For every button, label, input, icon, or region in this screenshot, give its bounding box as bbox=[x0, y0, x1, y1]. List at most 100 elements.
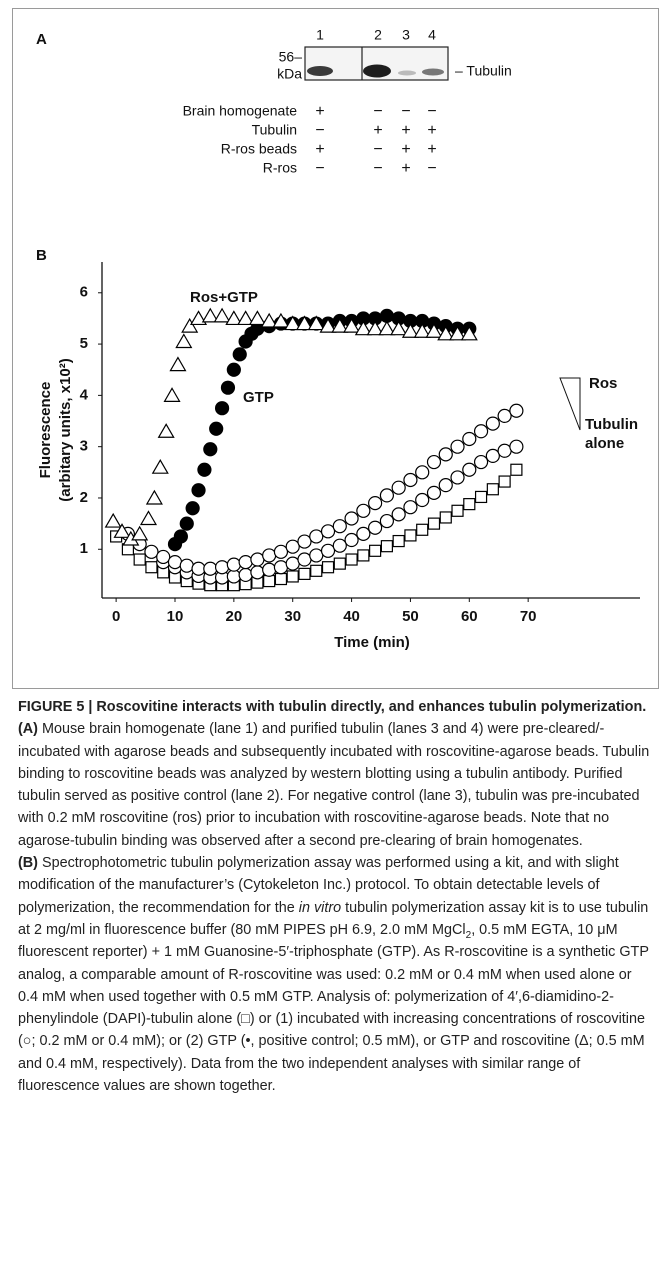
point bbox=[198, 463, 211, 476]
point bbox=[475, 425, 488, 438]
point bbox=[463, 463, 476, 476]
point bbox=[145, 545, 158, 558]
x-axis-title: Time (min) bbox=[334, 634, 410, 651]
point bbox=[486, 417, 499, 430]
point bbox=[204, 562, 217, 575]
page: {"panel_a": { "label": "A", "lanes": ["1… bbox=[0, 0, 671, 1271]
point bbox=[311, 565, 322, 576]
sign: + bbox=[401, 160, 410, 177]
point bbox=[333, 539, 346, 552]
caption: FIGURE 5 | Roscovitine interacts with tu… bbox=[18, 696, 652, 1097]
point bbox=[475, 456, 488, 469]
point bbox=[221, 381, 234, 394]
point bbox=[417, 524, 428, 535]
point bbox=[369, 521, 382, 534]
figure-border bbox=[13, 9, 659, 689]
x-tick-label: 10 bbox=[167, 608, 184, 625]
point bbox=[322, 525, 335, 538]
point bbox=[416, 494, 429, 507]
point bbox=[176, 335, 191, 348]
point bbox=[274, 561, 287, 574]
point bbox=[334, 558, 345, 569]
sign: − bbox=[373, 160, 382, 177]
point bbox=[440, 512, 451, 523]
x-tick-label: 70 bbox=[520, 608, 537, 625]
x-tick-label: 0 bbox=[112, 608, 120, 625]
point bbox=[165, 388, 180, 401]
point bbox=[510, 440, 523, 453]
point bbox=[463, 432, 476, 445]
point bbox=[264, 576, 275, 587]
point bbox=[499, 476, 510, 487]
point bbox=[251, 566, 264, 579]
point bbox=[106, 514, 121, 527]
point bbox=[510, 404, 523, 417]
y-axis-title: (arbitary units, x10²) bbox=[57, 358, 74, 501]
x-tick-label: 20 bbox=[226, 608, 243, 625]
point bbox=[333, 520, 346, 533]
y-tick-label: 4 bbox=[80, 386, 89, 403]
point bbox=[369, 497, 382, 510]
point bbox=[346, 554, 357, 565]
lane-number: 2 bbox=[374, 27, 382, 43]
caption-text: Mouse brain homogenate (lane 1) and puri… bbox=[18, 721, 649, 848]
point bbox=[227, 558, 240, 571]
point bbox=[274, 545, 287, 558]
point bbox=[298, 535, 311, 548]
point bbox=[286, 557, 299, 570]
annotation: Tubulin bbox=[585, 416, 638, 433]
sign: + bbox=[401, 122, 410, 139]
point bbox=[251, 553, 264, 566]
sign: − bbox=[373, 103, 382, 120]
point bbox=[427, 486, 440, 499]
band bbox=[398, 71, 416, 76]
sign: + bbox=[427, 141, 436, 158]
lane-number: 1 bbox=[316, 27, 324, 43]
y-tick-label: 5 bbox=[80, 335, 88, 352]
y-axis-title: Fluorescence bbox=[37, 382, 54, 479]
point bbox=[498, 444, 511, 457]
point bbox=[227, 570, 240, 583]
point bbox=[357, 504, 370, 517]
row-label: R-ros bbox=[263, 160, 297, 176]
point bbox=[216, 561, 229, 574]
point bbox=[192, 562, 205, 575]
sign: − bbox=[427, 160, 436, 177]
annotation: alone bbox=[585, 435, 624, 452]
y-tick-label: 1 bbox=[80, 540, 88, 557]
row-label: Brain homogenate bbox=[183, 103, 298, 119]
point bbox=[464, 499, 475, 510]
marker-label: kDa bbox=[277, 66, 302, 82]
caption-text: (B) bbox=[18, 855, 38, 871]
lane-number: 4 bbox=[428, 27, 436, 43]
y-tick-label: 6 bbox=[80, 284, 88, 301]
point bbox=[287, 571, 298, 582]
bracket bbox=[560, 378, 580, 430]
point bbox=[498, 409, 511, 422]
point bbox=[298, 553, 311, 566]
point bbox=[358, 550, 369, 561]
point bbox=[357, 527, 370, 540]
point bbox=[159, 424, 174, 437]
point bbox=[250, 311, 265, 324]
band-label: – Tubulin bbox=[455, 63, 512, 79]
point bbox=[439, 479, 452, 492]
point bbox=[210, 422, 223, 435]
point bbox=[192, 484, 205, 497]
point bbox=[428, 518, 439, 529]
x-tick-label: 50 bbox=[402, 608, 419, 625]
caption-text: , 0.5 mM EGTA, 10 μM fluorescent reporte… bbox=[18, 922, 649, 1094]
row-label: Tubulin bbox=[252, 122, 297, 138]
point bbox=[141, 511, 156, 524]
lane-number: 3 bbox=[402, 27, 410, 43]
panel-label: B bbox=[36, 247, 47, 264]
point bbox=[147, 491, 162, 504]
point bbox=[393, 536, 404, 547]
point bbox=[404, 474, 417, 487]
band bbox=[422, 69, 444, 76]
x-tick-label: 40 bbox=[343, 608, 360, 625]
panel-label: A bbox=[36, 31, 47, 48]
point bbox=[216, 402, 229, 415]
point bbox=[404, 501, 417, 514]
